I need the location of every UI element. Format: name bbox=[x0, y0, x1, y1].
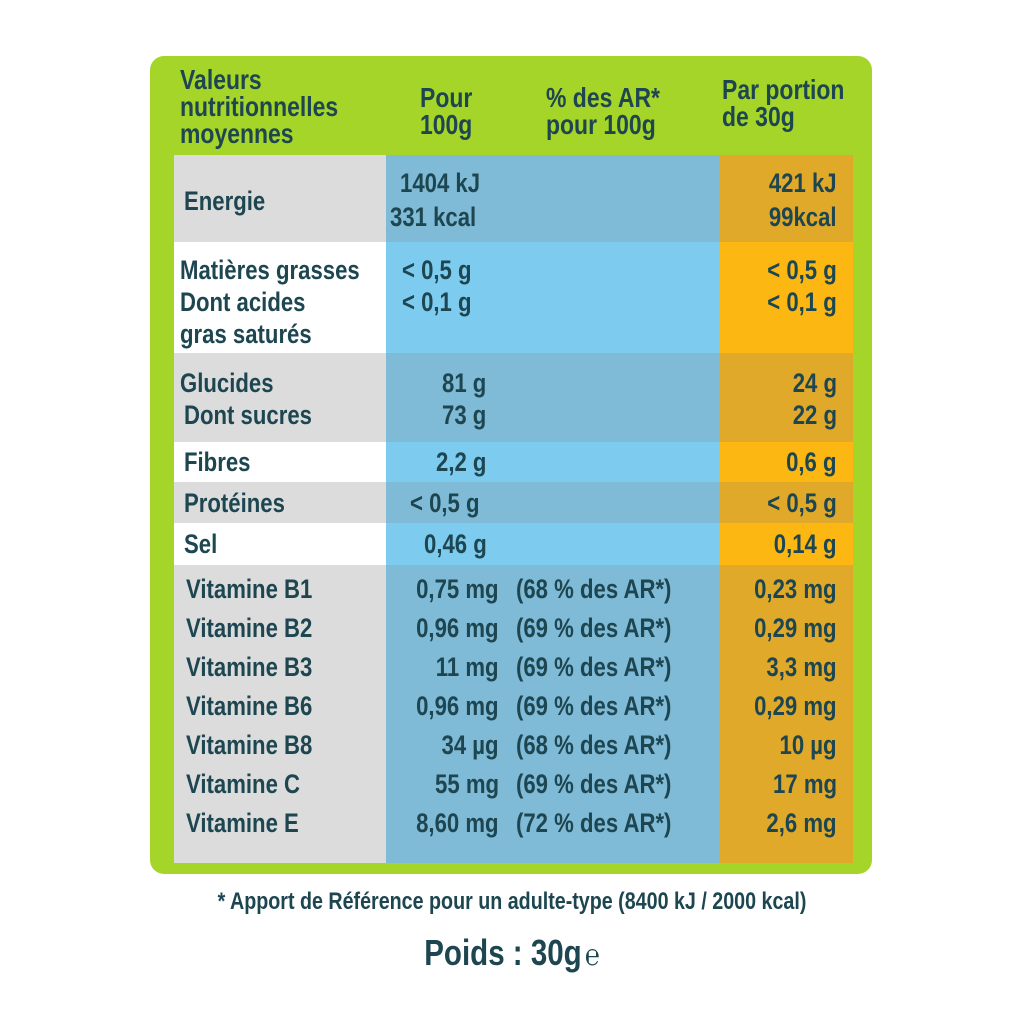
table-row: Vitamine B8 34 µg (68 % des AR*) 10 µg bbox=[174, 727, 853, 763]
energie-100g-kj: 1404 kJ bbox=[400, 168, 481, 198]
label-dont-acides: Dont acides bbox=[180, 287, 306, 317]
row-glucides: Glucides Dont sucres 81 g 73 g 24 g 22 g bbox=[174, 353, 853, 442]
vitamin-100g: 0,96 mg bbox=[416, 691, 499, 721]
fibres-100g: 2,2 g bbox=[436, 447, 487, 477]
table-row: Vitamine B6 0,96 mg (69 % des AR*) 0,29 mg bbox=[174, 688, 853, 724]
row-proteines: Protéines < 0,5 g < 0,5 g bbox=[174, 482, 853, 523]
vitamin-100g: 0,75 mg bbox=[416, 574, 499, 604]
vitamin-label: Vitamine B6 bbox=[186, 691, 313, 721]
vitamin-label: Vitamine C bbox=[186, 769, 301, 799]
nutrition-table-body: Energie 1404 kJ 331 kcal 421 kJ 99kcal M… bbox=[174, 155, 853, 863]
label-matieres-grasses: Matières grasses bbox=[180, 255, 360, 285]
net-weight: Poids : 30g ℮ bbox=[92, 932, 932, 974]
vitamin-ar: (69 % des AR*) bbox=[516, 652, 672, 682]
vitamin-ar: (68 % des AR*) bbox=[516, 730, 672, 760]
vitamins-block: Vitamine B1 0,75 mg (68 % des AR*) 0,23 mg V… bbox=[174, 565, 853, 863]
row-sel: Sel 0,46 g 0,14 g bbox=[174, 523, 853, 565]
row-fibres: Fibres 2,2 g 0,6 g bbox=[174, 442, 853, 482]
label-energie: Energie bbox=[184, 186, 266, 216]
label-sel: Sel bbox=[184, 529, 218, 559]
vitamin-ar: (72 % des AR*) bbox=[516, 808, 672, 838]
label-fibres: Fibres bbox=[184, 447, 251, 477]
table-row: Vitamine B3 11 mg (69 % des AR*) 3,3 mg bbox=[174, 649, 853, 685]
label-proteines: Protéines bbox=[184, 488, 285, 518]
matieres-portion: < 0,5 g bbox=[767, 255, 837, 285]
glucides-100g: 81 g bbox=[442, 368, 487, 398]
header-ar-col: % des AR* pour 100g bbox=[546, 82, 660, 140]
vitamin-label: Vitamine B2 bbox=[186, 613, 313, 643]
proteines-portion: < 0,5 g bbox=[767, 488, 837, 518]
energie-portion-kcal: 99kcal bbox=[769, 202, 837, 232]
vitamin-label: Vitamine B1 bbox=[186, 574, 313, 604]
satures-100g: < 0,1 g bbox=[402, 287, 472, 317]
sel-portion: 0,14 g bbox=[774, 529, 837, 559]
header-label-col: Valeurs nutritionnelles moyennes bbox=[180, 64, 339, 149]
vitamin-100g: 11 mg bbox=[436, 652, 499, 682]
sel-100g: 0,46 g bbox=[424, 529, 487, 559]
vitamin-portion: 17 mg bbox=[773, 769, 837, 799]
vitamin-label: Vitamine B8 bbox=[186, 730, 313, 760]
vitamin-ar: (69 % des AR*) bbox=[516, 769, 672, 799]
header-portion-col: Par portion de 30g bbox=[722, 74, 845, 132]
fibres-portion: 0,6 g bbox=[786, 447, 837, 477]
vitamin-100g: 34 µg bbox=[441, 730, 499, 760]
row-matieres-grasses: Matières grasses Dont acides gras saturé… bbox=[174, 242, 853, 353]
vitamin-portion: 3,3 mg bbox=[766, 652, 837, 682]
vitamin-label: Vitamine E bbox=[186, 808, 299, 838]
label-dont-sucres: Dont sucres bbox=[184, 400, 312, 430]
table-row: Vitamine B2 0,96 mg (69 % des AR*) 0,29 mg bbox=[174, 610, 853, 646]
table-row: Vitamine C 55 mg (69 % des AR*) 17 mg bbox=[174, 766, 853, 802]
vitamin-100g: 55 mg bbox=[435, 769, 499, 799]
matieres-100g: < 0,5 g bbox=[402, 255, 472, 285]
label-glucides: Glucides bbox=[180, 368, 274, 398]
proteines-100g: < 0,5 g bbox=[410, 488, 480, 518]
glucides-portion: 24 g bbox=[792, 368, 837, 398]
vitamin-portion: 0,23 mg bbox=[754, 574, 837, 604]
vitamin-label: Vitamine B3 bbox=[186, 652, 313, 682]
estimated-sign-icon: ℮ bbox=[584, 939, 600, 972]
row-energie: Energie 1404 kJ 331 kcal 421 kJ 99kcal bbox=[174, 155, 853, 242]
sucres-100g: 73 g bbox=[442, 400, 487, 430]
vitamin-ar: (69 % des AR*) bbox=[516, 613, 672, 643]
sucres-portion: 22 g bbox=[792, 400, 837, 430]
table-row: Vitamine B1 0,75 mg (68 % des AR*) 0,23 mg bbox=[174, 571, 853, 607]
energie-100g-kcal: 331 kcal bbox=[390, 202, 477, 232]
satures-portion: < 0,1 g bbox=[767, 287, 837, 317]
vitamin-ar: (69 % des AR*) bbox=[516, 691, 672, 721]
net-weight-text: Poids : 30g bbox=[424, 932, 582, 973]
footnote: * Apport de Référence pour un adulte-typ… bbox=[217, 888, 807, 915]
vitamin-portion: 0,29 mg bbox=[754, 613, 837, 643]
vitamin-ar: (68 % des AR*) bbox=[516, 574, 672, 604]
label-gras-satures: gras saturés bbox=[180, 319, 312, 349]
vitamin-portion: 2,6 mg bbox=[766, 808, 837, 838]
table-row: Vitamine E 8,60 mg (72 % des AR*) 2,6 mg bbox=[174, 805, 853, 841]
vitamin-100g: 8,60 mg bbox=[416, 808, 499, 838]
vitamin-portion: 0,29 mg bbox=[754, 691, 837, 721]
vitamin-portion: 10 µg bbox=[779, 730, 837, 760]
energie-portion-kj: 421 kJ bbox=[769, 168, 837, 198]
header-100g-col: Pour 100g bbox=[420, 82, 473, 140]
vitamin-100g: 0,96 mg bbox=[416, 613, 499, 643]
